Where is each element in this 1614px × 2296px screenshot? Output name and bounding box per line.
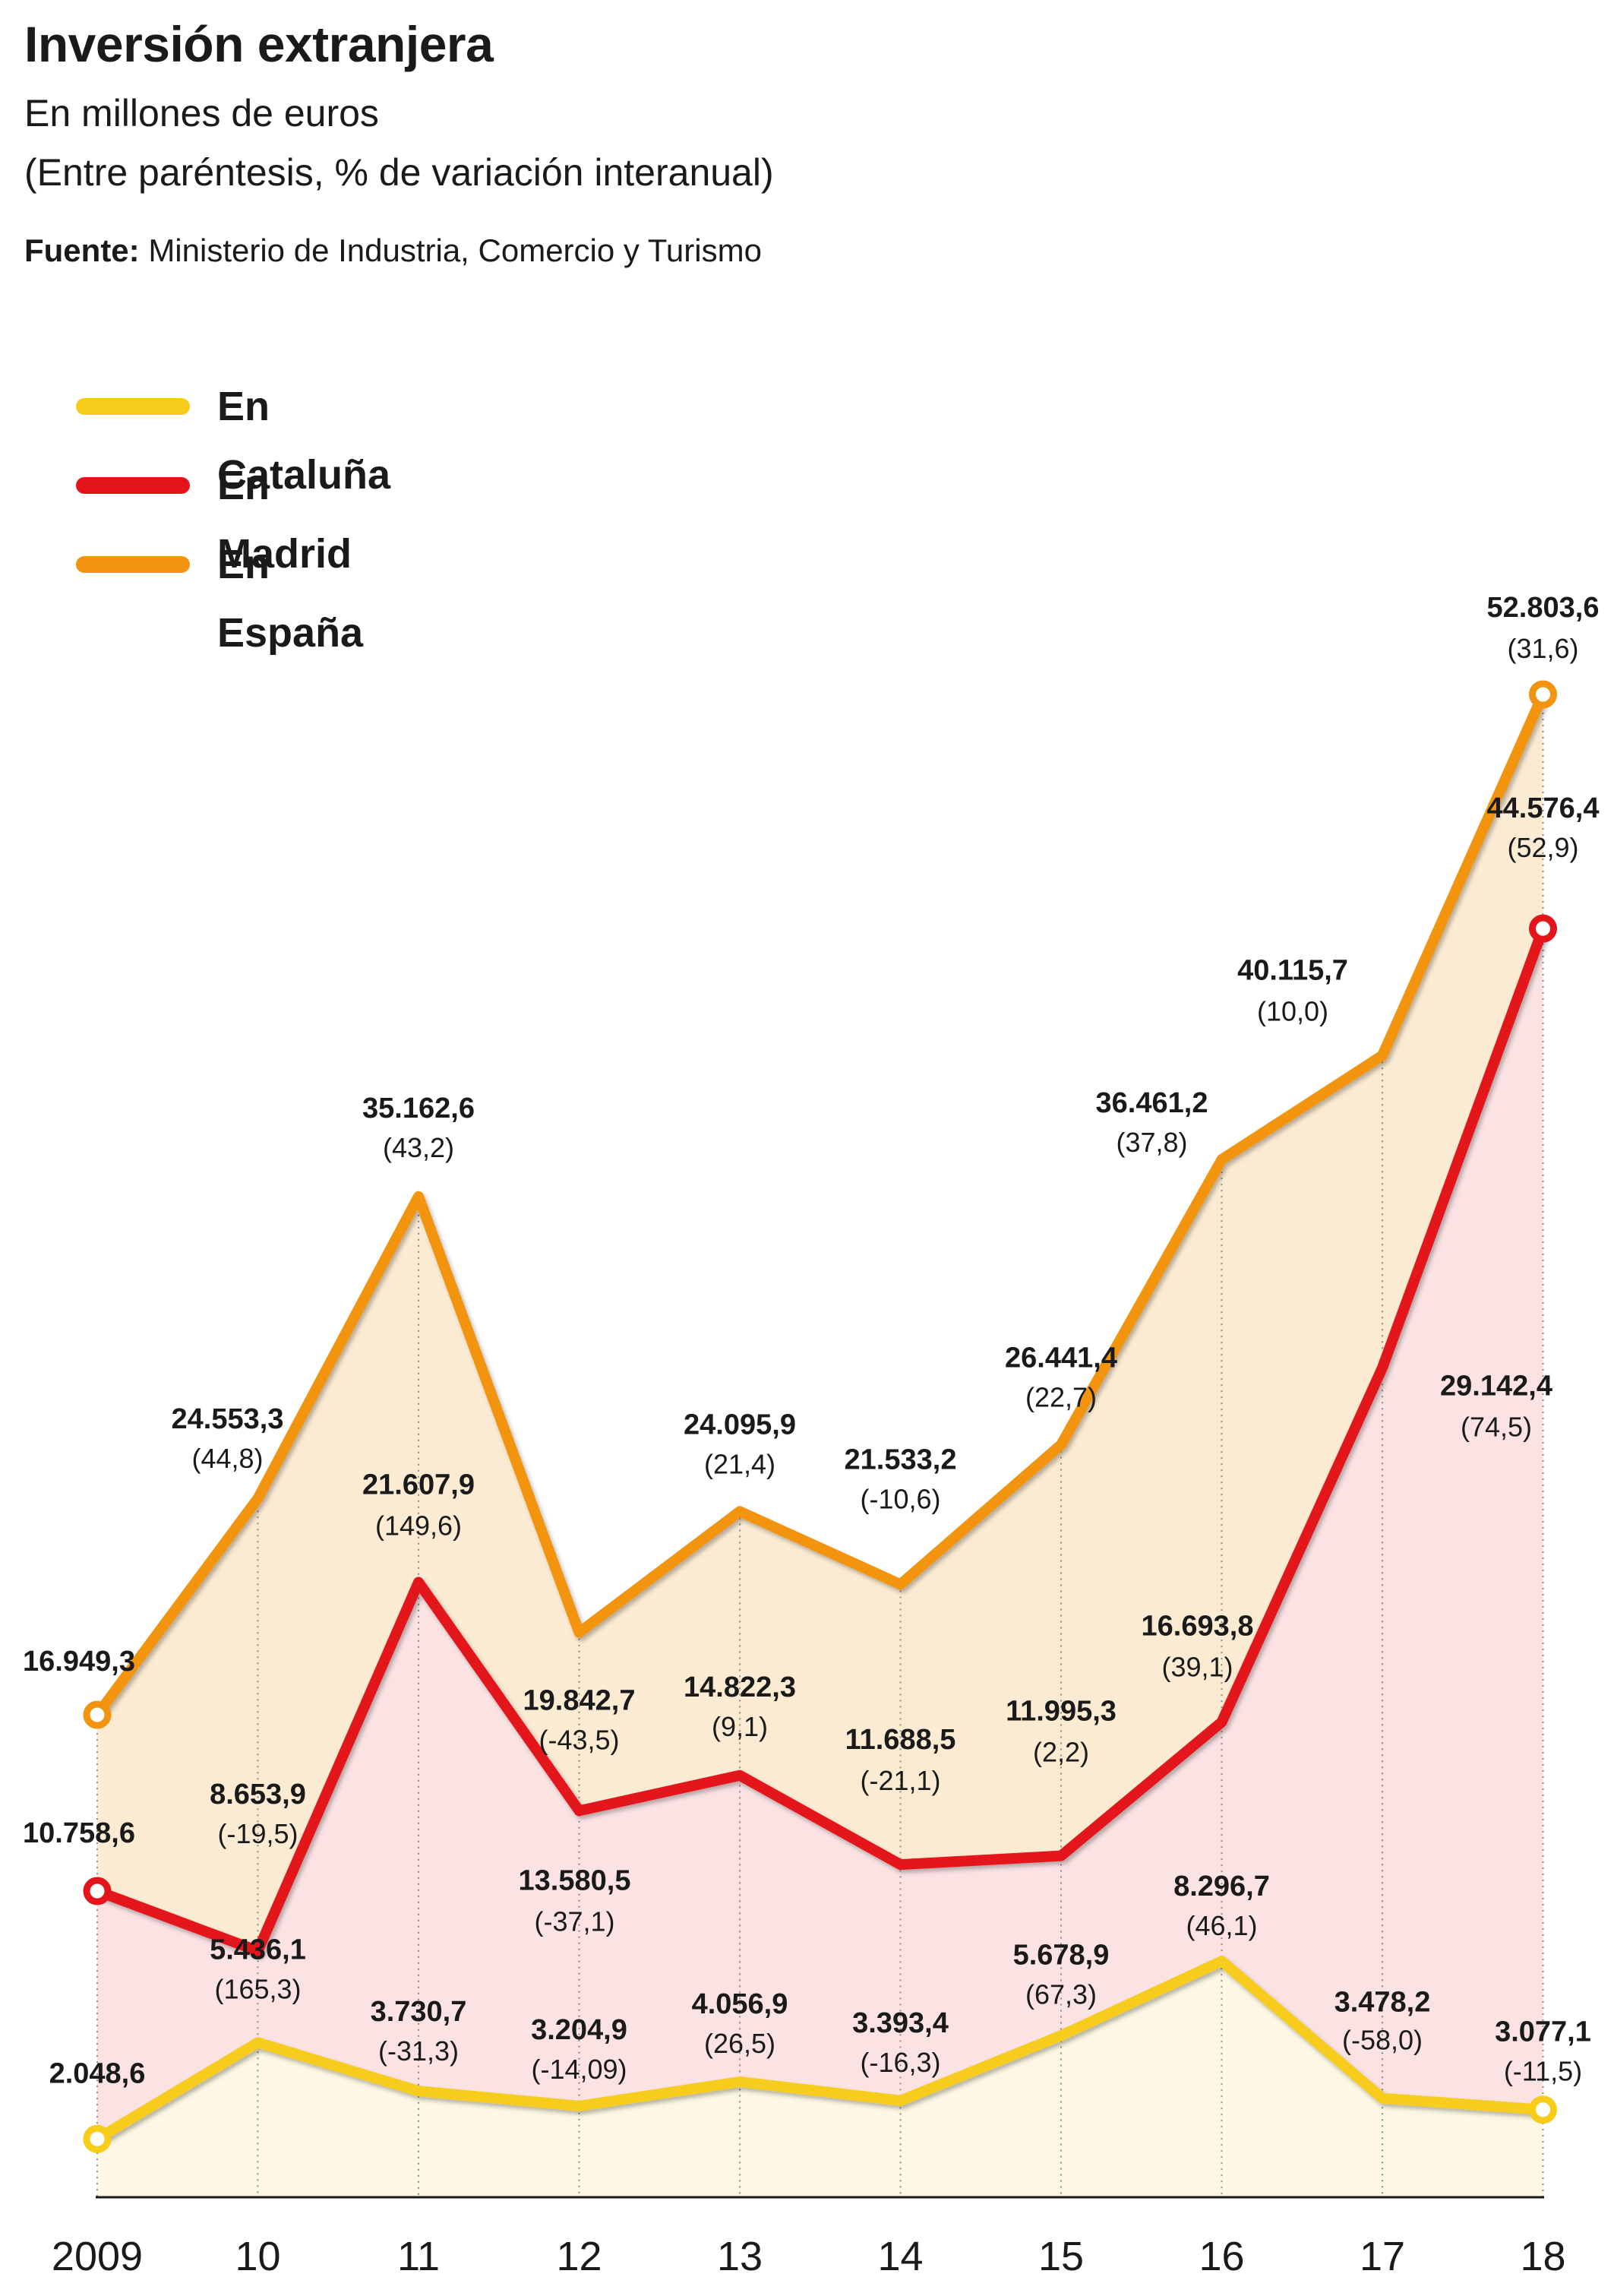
marker-en-cataluna-9 <box>1529 2095 1557 2124</box>
x-tick-label-8: 17 <box>1360 2234 1405 2279</box>
marker-en-espana-9 <box>1529 680 1557 709</box>
data-labels: 2.048,6 5.436,1 (165,3) 3.730,7 (-31,3) 3.204… <box>23 592 1599 2089</box>
change-label-en-madrid-4: (9,1) <box>712 1711 768 1742</box>
change-label-en-madrid-1: (-19,5) <box>217 1818 298 1849</box>
change-label-en-cataluna-8: (-58,0) <box>1342 2025 1423 2056</box>
change-label-en-espana-9: (31,6) <box>1507 633 1578 664</box>
x-tick-label-6: 15 <box>1038 2234 1084 2279</box>
value-label-en-espana-0: 16.949,3 <box>23 1646 135 1678</box>
change-label-en-espana-7: (37,8) <box>1116 1127 1187 1158</box>
value-label-en-cataluna-1: 5.436,1 <box>210 1934 306 1966</box>
change-label-en-madrid-3: (-37,1) <box>534 1905 614 1937</box>
value-label-en-madrid-9: 44.576,4 <box>1487 792 1600 824</box>
marker-en-cataluna-0 <box>83 2124 112 2153</box>
change-label-en-madrid-2: (149,6) <box>375 1510 462 1542</box>
x-tick-label-4: 13 <box>717 2234 763 2279</box>
change-label-en-espana-8: (10,0) <box>1257 995 1328 1026</box>
series-lines <box>92 688 1549 2145</box>
value-label-en-espana-3: 19.842,7 <box>523 1685 636 1717</box>
change-label-en-madrid-8: (74,5) <box>1461 1411 1532 1442</box>
change-label-en-cataluna-5: (-16,3) <box>860 2047 940 2078</box>
x-tick-label-9: 18 <box>1520 2234 1565 2279</box>
area-en-cataluna <box>97 1961 1543 2197</box>
series-areas <box>97 694 1543 2197</box>
series-markers <box>83 680 1557 2153</box>
x-tick-label-0: 2009 <box>52 2234 143 2279</box>
legend-label-madrid: En Madrid <box>217 463 352 577</box>
value-label-en-cataluna-4: 4.056,9 <box>692 1988 788 2020</box>
chart-note: (Entre paréntesis, % de variación intera… <box>24 151 774 194</box>
value-label-en-cataluna-8: 3.478,2 <box>1334 1987 1431 2019</box>
value-label-en-cataluna-9: 3.077,1 <box>1495 2016 1591 2048</box>
value-label-en-madrid-8: 29.142,4 <box>1440 1370 1552 1402</box>
value-label-en-madrid-2: 21.607,9 <box>362 1469 475 1501</box>
change-label-en-espana-3: (-43,5) <box>539 1725 619 1756</box>
x-tick-label-5: 14 <box>877 2234 923 2279</box>
value-label-en-espana-7: 36.461,2 <box>1096 1087 1208 1119</box>
x-tick-label-1: 10 <box>235 2234 280 2279</box>
legend-label-cataluna: En Cataluña <box>217 384 391 498</box>
value-label-en-espana-1: 24.553,3 <box>172 1403 284 1435</box>
chart-title: Inversión extranjera <box>24 16 494 72</box>
x-tick-label-7: 16 <box>1199 2234 1244 2279</box>
line-en-madrid <box>92 923 1549 1956</box>
change-label-en-madrid-6: (2,2) <box>1033 1737 1089 1768</box>
legend-swatch-espana <box>76 556 190 573</box>
line-en-espana <box>92 688 1549 1721</box>
x-axis-ticks: 2009 10 11 12 13 14 15 16 17 18 <box>52 2234 1566 2279</box>
change-label-en-espana-2: (43,2) <box>383 1132 454 1163</box>
line-en-cataluna <box>92 1956 1549 2145</box>
change-label-en-madrid-7: (39,1) <box>1161 1652 1233 1683</box>
value-label-en-espana-4: 24.095,9 <box>684 1409 796 1441</box>
value-label-en-cataluna-2: 3.730,7 <box>371 1996 467 2028</box>
change-label-en-cataluna-4: (26,5) <box>704 2028 775 2059</box>
x-tick-label-2: 11 <box>397 2234 440 2279</box>
value-label-en-cataluna-3: 3.204,9 <box>531 2014 627 2046</box>
marker-en-madrid-0 <box>83 1877 112 1905</box>
value-label-en-cataluna-6: 5.678,9 <box>1013 1939 1110 1971</box>
change-label-en-cataluna-9: (-11,5) <box>1504 2056 1582 2087</box>
value-label-en-espana-8: 40.115,7 <box>1237 954 1348 986</box>
value-label-en-madrid-0: 10.758,6 <box>23 1817 135 1849</box>
marker-en-espana-0 <box>83 1700 112 1729</box>
legend-swatch-cataluna <box>76 398 190 415</box>
value-label-en-espana-5: 21.533,2 <box>845 1444 957 1475</box>
change-label-en-cataluna-6: (67,3) <box>1025 1978 1097 2010</box>
value-label-en-madrid-1: 8.653,9 <box>210 1779 306 1811</box>
value-label-en-espana-2: 35.162,6 <box>362 1093 475 1124</box>
source-text: Ministerio de Industria, Comercio y Turi… <box>139 232 762 268</box>
change-label-en-cataluna-7: (46,1) <box>1186 1910 1257 1941</box>
marker-en-madrid-9 <box>1529 914 1557 943</box>
x-tick-label-3: 12 <box>556 2234 602 2279</box>
chart-subtitle: En millones de euros <box>24 92 379 134</box>
change-label-en-espana-6: (22,7) <box>1025 1382 1097 1413</box>
value-label-en-espana-9: 52.803,6 <box>1487 592 1600 624</box>
legend-label-espana: En España <box>217 542 364 656</box>
value-label-en-madrid-3: 13.580,5 <box>519 1864 631 1896</box>
change-label-en-espana-1: (44,8) <box>191 1443 263 1474</box>
value-label-en-madrid-7: 16.693,8 <box>1142 1611 1254 1643</box>
value-label-en-madrid-6: 11.995,3 <box>1006 1696 1117 1728</box>
value-label-en-cataluna-7: 8.296,7 <box>1173 1871 1270 1902</box>
value-label-en-cataluna-5: 3.393,4 <box>852 2007 949 2039</box>
chart-source: Fuente: Ministerio de Industria, Comerci… <box>24 232 762 269</box>
value-label-en-madrid-5: 11.688,5 <box>845 1724 956 1756</box>
legend-swatch-madrid <box>76 477 190 494</box>
change-label-en-cataluna-2: (-31,3) <box>378 2035 459 2067</box>
change-label-en-cataluna-1: (165,3) <box>214 1973 301 2004</box>
area-en-madrid <box>97 928 1543 2197</box>
value-label-en-espana-6: 26.441,4 <box>1005 1342 1117 1374</box>
source-label: Fuente: <box>24 232 140 268</box>
change-label-en-espana-5: (-10,6) <box>860 1483 940 1514</box>
value-label-en-cataluna-0: 2.048,6 <box>49 2057 146 2089</box>
value-label-en-madrid-4: 14.822,3 <box>684 1671 796 1703</box>
change-label-en-madrid-9: (52,9) <box>1507 832 1578 863</box>
change-label-en-espana-4: (21,4) <box>704 1448 775 1479</box>
change-label-en-madrid-5: (-21,1) <box>860 1765 940 1796</box>
change-label-en-cataluna-3: (-14,09) <box>531 2054 627 2085</box>
